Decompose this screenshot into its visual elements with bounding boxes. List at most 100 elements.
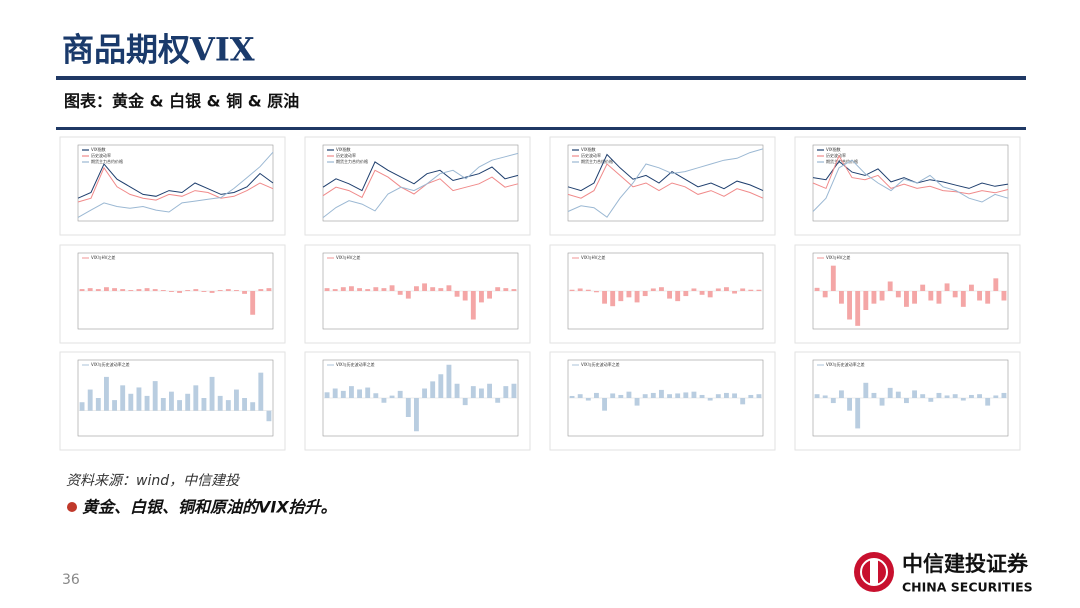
- bar: [691, 391, 697, 398]
- series-line: [322, 169, 519, 199]
- bar: [381, 398, 387, 403]
- bar: [985, 291, 991, 304]
- bar: [87, 288, 93, 291]
- bar: [430, 381, 436, 398]
- bar: [462, 291, 468, 301]
- bar: [610, 393, 616, 398]
- bar: [495, 398, 501, 403]
- bar: [1001, 392, 1007, 398]
- bar: [340, 287, 346, 291]
- panel-frame: [549, 244, 776, 344]
- bar: [732, 291, 737, 294]
- bar: [928, 398, 934, 402]
- bar: [839, 390, 844, 398]
- bar: [332, 289, 338, 291]
- bar: [895, 391, 901, 398]
- bar: [349, 286, 354, 291]
- bar: [405, 291, 411, 299]
- bar: [569, 395, 575, 398]
- bar: [855, 398, 861, 429]
- logo-english: CHINA SECURITIES: [902, 580, 1033, 595]
- legend-label: VIX指数: [336, 146, 351, 152]
- panel-frame: [304, 136, 531, 236]
- bar: [357, 288, 362, 291]
- bar: [258, 372, 264, 411]
- bar: [683, 392, 689, 398]
- bar: [952, 291, 958, 298]
- legend-label: VIX与HV之差: [336, 254, 360, 260]
- plot-area: [322, 144, 519, 222]
- bar: [373, 287, 379, 291]
- bar: [266, 288, 272, 291]
- bar: [952, 394, 958, 398]
- bar: [707, 291, 713, 298]
- bar: [594, 392, 599, 398]
- bar: [594, 291, 599, 293]
- bar: [128, 393, 134, 411]
- bar: [201, 291, 207, 292]
- bar: [724, 287, 729, 291]
- bar: [748, 394, 754, 398]
- bar: [209, 376, 215, 411]
- bar: [626, 291, 632, 298]
- bar: [699, 291, 705, 295]
- series-line: [322, 161, 519, 192]
- bar: [389, 285, 395, 291]
- legend-label: VIX与历史波动率之差: [336, 361, 375, 367]
- bar: [430, 287, 436, 291]
- bar: [414, 286, 419, 291]
- legend-label: 历史波动率: [826, 152, 846, 158]
- bullet-text: 黄金、白银、铜和原油的VIX抬升。: [82, 498, 337, 517]
- bar: [112, 288, 117, 291]
- bar: [373, 393, 379, 398]
- bar: [405, 398, 411, 417]
- bullet-dot: [67, 502, 77, 512]
- bar: [756, 394, 762, 398]
- bar: [446, 285, 452, 291]
- bar: [715, 394, 721, 398]
- series-line: [77, 163, 274, 199]
- bar: [201, 398, 207, 411]
- bar: [822, 291, 828, 298]
- bar: [960, 291, 966, 307]
- bar: [847, 291, 852, 320]
- bar: [707, 398, 713, 401]
- bar: [977, 394, 982, 398]
- bar: [650, 288, 656, 291]
- bar: [470, 291, 476, 320]
- legend-label: VIX与HV之差: [826, 254, 850, 260]
- bar: [446, 364, 452, 398]
- bar: [381, 288, 387, 291]
- bar: [511, 289, 517, 291]
- bar: [985, 398, 991, 406]
- bar: [634, 398, 640, 406]
- bar: [462, 398, 468, 406]
- bar: [365, 289, 371, 291]
- legend-label: VIX与HV之差: [581, 254, 605, 260]
- bar: [144, 395, 150, 411]
- bar: [495, 287, 501, 291]
- bar: [177, 400, 182, 411]
- bar: [479, 291, 484, 303]
- bar: [225, 289, 231, 291]
- bar: [397, 390, 403, 398]
- bar: [87, 389, 93, 411]
- legend-label: VIX与历史波动率之差: [91, 361, 130, 367]
- bar: [618, 291, 624, 302]
- bar: [602, 291, 607, 304]
- series-line: [812, 159, 1009, 212]
- slide-title: 商品期权VIX: [62, 31, 255, 69]
- bar: [626, 391, 632, 398]
- bar: [667, 394, 672, 398]
- bar: [1001, 291, 1007, 301]
- bar: [699, 394, 705, 398]
- bar: [887, 281, 893, 291]
- bar: [683, 291, 689, 297]
- bar: [993, 278, 999, 291]
- bar: [144, 288, 150, 291]
- bar: [960, 398, 966, 401]
- caption-rule: [56, 127, 1026, 130]
- legend-label: 期货主力合约价格: [581, 158, 613, 164]
